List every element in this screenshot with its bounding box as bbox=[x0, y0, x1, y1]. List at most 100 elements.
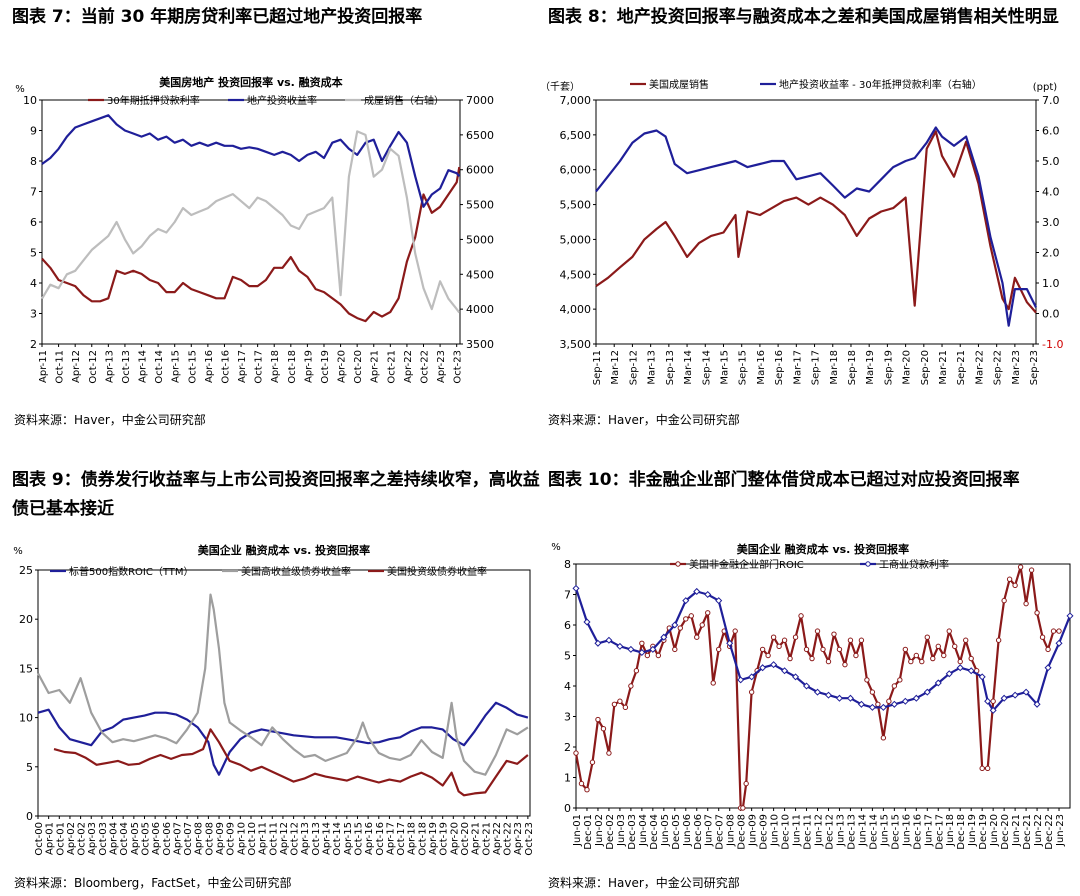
y-axis-label: % bbox=[15, 84, 25, 95]
series-point-0 bbox=[1017, 564, 1024, 570]
legend-label-1: 工商业贷款利率 bbox=[879, 558, 949, 571]
x-tick-label: Apr-04 bbox=[109, 822, 120, 855]
x-tick-label: Mar-19 bbox=[865, 350, 876, 385]
x-tick-label: Oct-14 bbox=[332, 822, 343, 856]
x-tick-label: Jun-03 bbox=[616, 814, 627, 847]
series-point-1 bbox=[879, 703, 887, 711]
y-tick-label: 9 bbox=[30, 125, 37, 138]
x-tick-label: Oct-05 bbox=[140, 822, 151, 856]
series-point-1 bbox=[890, 700, 898, 708]
series-point-1 bbox=[792, 673, 800, 681]
series-point-1 bbox=[649, 645, 657, 653]
x-tick-label: Apr-14 bbox=[138, 350, 149, 383]
x-tick-label: Apr-23 bbox=[513, 822, 524, 855]
plot-frame bbox=[595, 99, 1037, 345]
x-tick-label: Apr-08 bbox=[194, 822, 205, 855]
series-point-0 bbox=[600, 726, 607, 732]
y-tick-label: 5 bbox=[26, 761, 33, 774]
x-tick-label: Mar-18 bbox=[829, 350, 840, 385]
series-point-1 bbox=[835, 694, 844, 702]
series-line-0 bbox=[41, 166, 461, 323]
series-point-1 bbox=[682, 597, 690, 605]
x-tick-label: Oct-17 bbox=[396, 822, 407, 856]
series-point-1 bbox=[759, 664, 767, 672]
x-tick-label: Mar-14 bbox=[683, 350, 694, 385]
x-tick-label: Mar-17 bbox=[792, 350, 803, 385]
x-tick-label: Oct-20 bbox=[460, 822, 471, 856]
series-point-1 bbox=[781, 667, 789, 675]
series-point-1 bbox=[846, 694, 854, 702]
series-point-0 bbox=[995, 637, 1002, 643]
series-point-0 bbox=[869, 689, 876, 695]
series-point-0 bbox=[732, 628, 738, 634]
series-point-0 bbox=[919, 658, 925, 665]
series-point-0 bbox=[990, 698, 996, 704]
series-point-0 bbox=[1028, 567, 1035, 573]
y-right-tick-label: -1.0 bbox=[1042, 338, 1063, 351]
x-tick-label: Jun-06 bbox=[682, 814, 693, 847]
y-tick-label: 7 bbox=[30, 186, 37, 199]
series-point-0 bbox=[935, 643, 941, 650]
series-point-0 bbox=[705, 610, 711, 616]
series-point-0 bbox=[606, 750, 612, 756]
series-point-0 bbox=[694, 634, 700, 640]
x-tick-label: Oct-07 bbox=[183, 822, 194, 856]
x-tick-label: Apr-15 bbox=[343, 822, 354, 855]
x-tick-label: Oct-18 bbox=[287, 350, 298, 384]
x-tick-label: Apr-17 bbox=[237, 350, 248, 383]
series-point-0 bbox=[984, 765, 991, 772]
x-tick-label: Apr-11 bbox=[38, 350, 49, 383]
x-tick-label: Oct-15 bbox=[353, 822, 364, 856]
y-right-tick-label: 7.0 bbox=[1042, 94, 1060, 107]
series-point-0 bbox=[924, 634, 930, 640]
chart-mortgage-vs-property-return: 美国房地产 投资回报率 vs. 融资成本% 2 3 4 5 6 7 8 9 10 3500 4000 4… bbox=[15, 75, 494, 384]
y-tick-label: 4 bbox=[30, 277, 37, 290]
x-tick-label: Apr-02 bbox=[66, 822, 77, 855]
x-tick-label: Mar-15 bbox=[719, 350, 730, 385]
x-tick-label: Jun-19 bbox=[967, 814, 978, 847]
x-tick-label: Oct-22 bbox=[503, 822, 514, 856]
x-tick-label: Jun-10 bbox=[770, 814, 781, 847]
y-tick-label: 20 bbox=[19, 613, 33, 626]
x-tick-label: Apr-14 bbox=[322, 822, 333, 855]
x-tick-label: Mar-20 bbox=[902, 350, 913, 385]
x-tick-label: Jun-20 bbox=[989, 814, 1000, 847]
series-point-1 bbox=[1033, 700, 1041, 708]
series-point-1 bbox=[857, 700, 865, 708]
series-point-1 bbox=[912, 694, 920, 702]
x-tick-label: Jun-16 bbox=[901, 814, 912, 847]
x-tick-label: Dec-03 bbox=[627, 814, 638, 850]
x-tick-label: Dec-15 bbox=[890, 814, 901, 850]
x-tick-label: Oct-19 bbox=[439, 822, 450, 856]
y-tick-label: 4 bbox=[564, 680, 571, 693]
series-point-0 bbox=[897, 677, 903, 683]
y-tick-label: 10 bbox=[19, 712, 33, 725]
x-tick-label: Apr-11 bbox=[258, 822, 269, 855]
y-tick-label: 7,000 bbox=[560, 94, 592, 107]
y-right-tick-label: 4.0 bbox=[1042, 186, 1060, 199]
series-point-1 bbox=[748, 673, 756, 681]
x-tick-label: Oct-09 bbox=[226, 822, 237, 856]
series-point-1 bbox=[868, 703, 876, 711]
series-point-0 bbox=[946, 628, 952, 634]
y-tick-label: 2 bbox=[564, 741, 571, 754]
y-tick-label: 5,500 bbox=[560, 199, 592, 212]
series-point-1 bbox=[934, 679, 942, 687]
chart-return-spread-vs-home-sales: （千套） (ppt) 3,500 4,000 4,500 5,000 5,500 6,000 6… bbox=[540, 78, 1063, 385]
x-tick-label: Oct-23 bbox=[524, 822, 535, 856]
x-tick-label: Apr-19 bbox=[303, 350, 314, 383]
x-tick-label: Oct-08 bbox=[204, 822, 215, 856]
series-point-0 bbox=[952, 643, 958, 650]
series-point-0 bbox=[710, 680, 716, 686]
x-tick-label: Apr-07 bbox=[172, 822, 183, 855]
chart-title: 美国企业 融资成本 vs. 投资回报率 bbox=[198, 543, 370, 557]
series-point-1 bbox=[737, 676, 745, 684]
figure-10-title: 图表 10：非金融企业部门整体借贷成本已超过对应投资回报率 bbox=[548, 470, 1020, 490]
series-point-0 bbox=[1050, 628, 1057, 634]
series-point-0 bbox=[644, 652, 651, 659]
y-tick-label: 8 bbox=[564, 558, 571, 571]
series-point-0 bbox=[748, 689, 755, 695]
legend-label-1: 美国高收益级债券收益率 bbox=[241, 565, 351, 578]
series-point-0 bbox=[622, 704, 629, 711]
series-point-0 bbox=[891, 683, 898, 689]
